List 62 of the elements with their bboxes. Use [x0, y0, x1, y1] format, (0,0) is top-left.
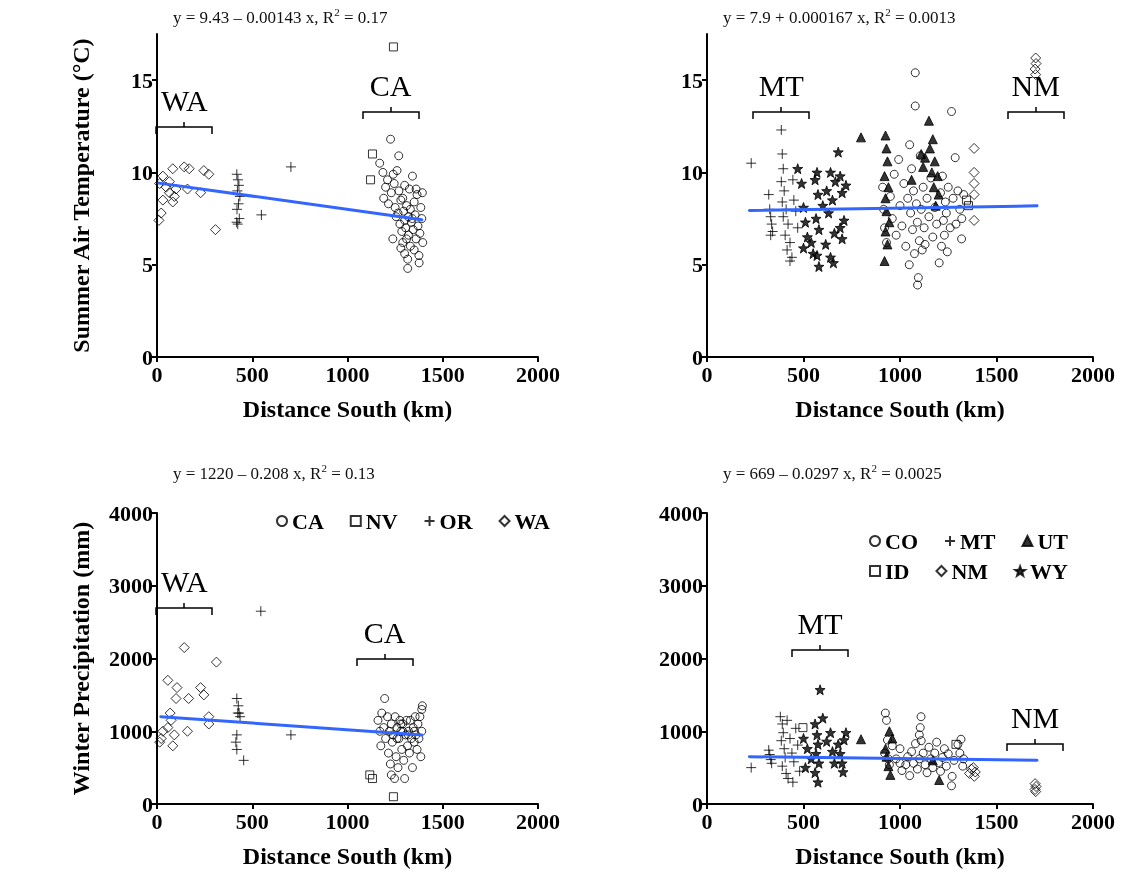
- x-tick-label: 2000: [1071, 808, 1115, 834]
- annotation: NM: [1010, 701, 1060, 735]
- legend-label: UT: [1037, 528, 1069, 554]
- x-tick-label: 1000: [878, 361, 922, 387]
- x-tick-label: 1500: [974, 361, 1019, 387]
- x-tick-label: 1000: [325, 808, 370, 834]
- y-tick-label: 0: [692, 791, 703, 817]
- legend-label: NV: [365, 508, 398, 534]
- annotation: WA: [160, 84, 208, 118]
- y-tick-label: 0: [142, 344, 153, 370]
- legend-label: CA: [292, 508, 324, 534]
- chart-title: y = 9.43 – 0.00143 x, R$^{2}$ = 0.17: [173, 6, 388, 28]
- x-tick-label: 1000: [325, 361, 370, 387]
- y-tick-label: 15: [681, 67, 703, 93]
- legend-label: WA: [514, 508, 551, 534]
- x-tick-label: 2000: [1071, 361, 1115, 387]
- legend-label: WY: [1030, 558, 1069, 584]
- annotation: MT: [797, 607, 843, 641]
- x-axis-title: Distance South (km): [242, 396, 453, 422]
- y-tick-label: 4000: [659, 500, 703, 526]
- legend-label: CO: [885, 528, 918, 554]
- x-tick-label: 500: [235, 361, 269, 387]
- y-tick-label: 5: [692, 252, 703, 278]
- x-tick-label: 1500: [420, 361, 465, 387]
- x-tick-label: 500: [235, 808, 269, 834]
- x-tick-label: 1500: [420, 808, 465, 834]
- legend-label: NM: [951, 558, 989, 584]
- annotation: CA: [369, 69, 412, 103]
- y-tick-label: 0: [692, 344, 703, 370]
- x-tick-label: 500: [787, 808, 820, 834]
- annotation: MT: [758, 69, 804, 103]
- x-axis-title: Distance South (km): [795, 843, 1005, 869]
- y-tick-label: 0: [142, 791, 153, 817]
- y-tick-label: 2000: [109, 646, 153, 671]
- y-tick-label: 10: [131, 159, 153, 185]
- x-tick-label: 1500: [974, 808, 1019, 834]
- legend-label: MT: [960, 528, 996, 554]
- y-axis-title: Winter Precipitation (mm): [68, 521, 94, 796]
- chart-title: y = 1220 – 0.208 x, R$^{2}$ = 0.13: [173, 462, 375, 484]
- y-tick-label: 2000: [659, 646, 703, 671]
- y-tick-label: 3000: [109, 573, 153, 599]
- y-tick-label: 4000: [109, 500, 153, 526]
- x-axis-title: Distance South (km): [242, 843, 453, 869]
- y-tick-label: 1000: [659, 718, 703, 744]
- annotation: CA: [363, 616, 406, 650]
- legend-label: ID: [885, 558, 910, 584]
- y-tick-label: 5: [142, 252, 153, 278]
- x-tick-label: 1000: [878, 808, 922, 834]
- y-tick-label: 10: [681, 159, 703, 185]
- y-tick-label: 3000: [659, 573, 703, 599]
- chart-title: y = 7.9 + 0.000167 x, R$^{2}$ = 0.0013: [723, 6, 956, 28]
- legend-label: OR: [439, 508, 474, 534]
- annotation: NM: [1011, 69, 1060, 103]
- y-tick-label: 15: [131, 67, 153, 93]
- annotation: WA: [160, 565, 208, 599]
- chart-title: y = 669 – 0.0297 x, R$^{2}$ = 0.0025: [723, 462, 942, 484]
- x-tick-label: 2000: [516, 361, 560, 387]
- y-axis-title: Summer Air Temperature (°C): [68, 38, 94, 353]
- x-tick-label: 500: [787, 361, 820, 387]
- y-tick-label: 1000: [109, 718, 153, 744]
- x-axis-title: Distance South (km): [795, 396, 1005, 422]
- x-tick-label: 2000: [516, 808, 560, 834]
